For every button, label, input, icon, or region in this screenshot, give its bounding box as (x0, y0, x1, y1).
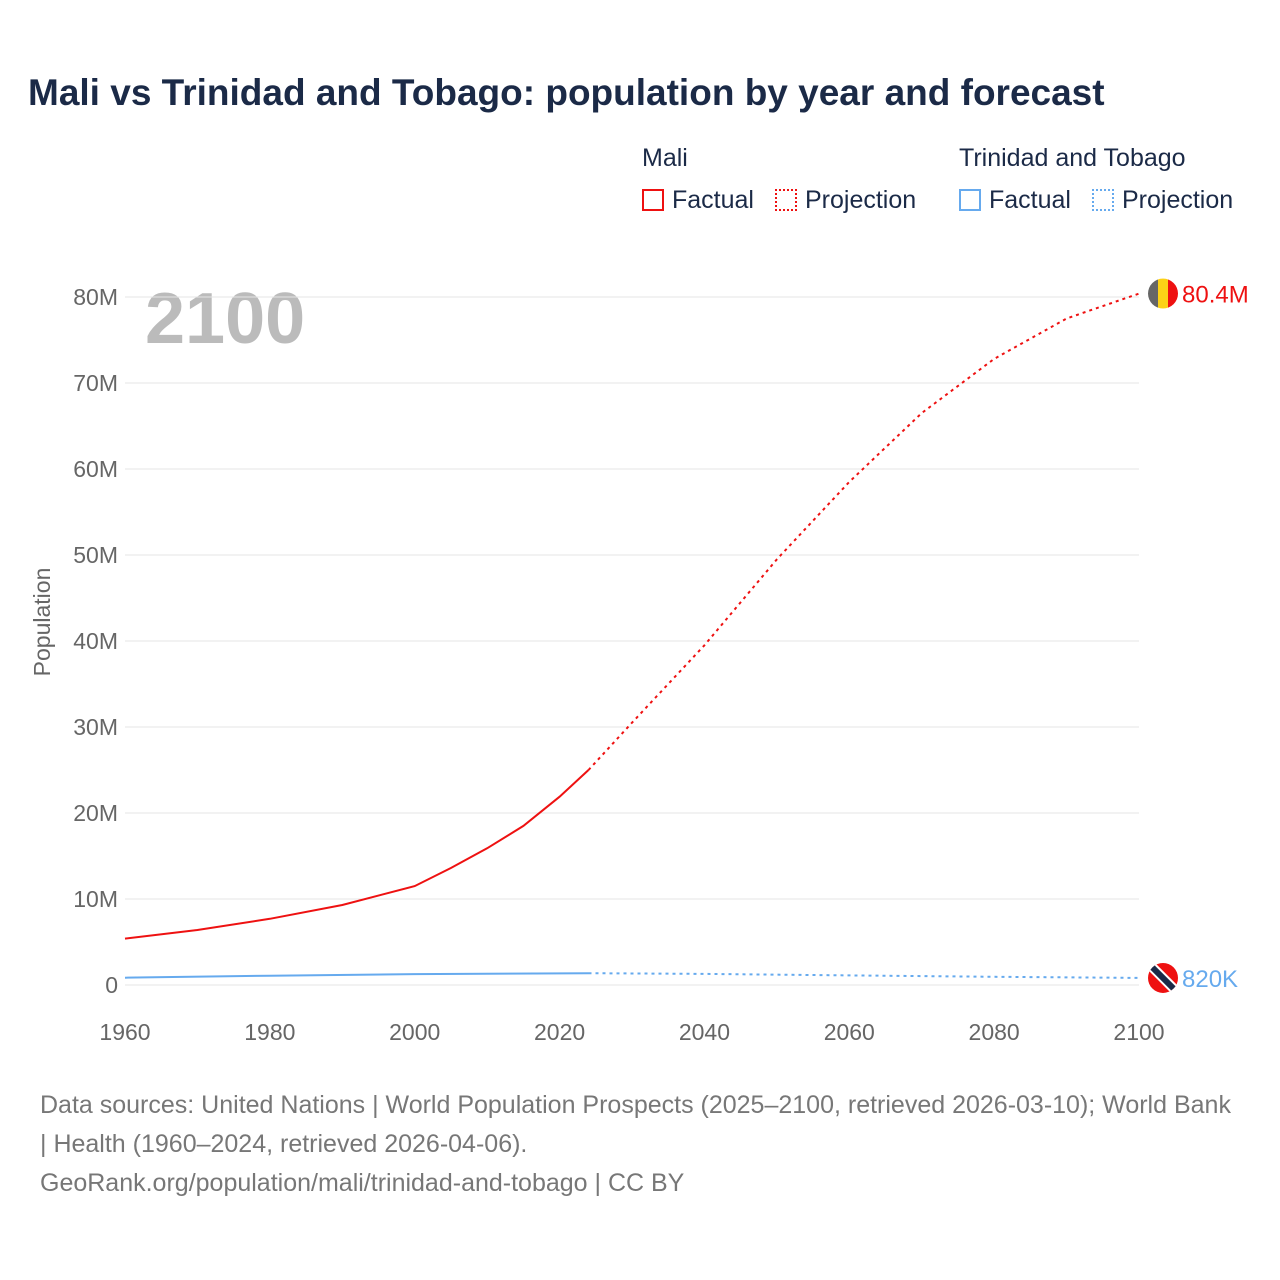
trinidad-flag-icon (1148, 962, 1178, 993)
flag-stripe (1168, 278, 1178, 309)
series-mali-factual (124, 769, 590, 940)
swatch-solid-icon (959, 189, 981, 211)
legend-label: Factual (989, 186, 1071, 214)
y-tick-label: 60M (73, 456, 118, 482)
x-tick-label: 2080 (969, 1019, 1020, 1045)
y-tick-label: 20M (73, 800, 118, 826)
end-value-label: 820K (1182, 966, 1238, 993)
y-tick-label: 50M (73, 542, 118, 568)
x-tick-label: 2060 (824, 1019, 875, 1045)
y-tick-label: 80M (73, 284, 118, 310)
flag-stripe (1148, 963, 1178, 993)
y-tick-label: 40M (73, 628, 118, 654)
legend-group-mali-title: Mali (642, 144, 688, 172)
y-tick-label: 30M (73, 714, 118, 740)
swatch-dotted-icon (775, 189, 797, 211)
x-tick-label: 2100 (1113, 1019, 1164, 1045)
y-tick-label: 0 (105, 972, 118, 998)
x-tick-label: 2000 (389, 1019, 440, 1045)
series-trinidad-factual (124, 972, 589, 979)
legend-tt-factual[interactable]: Factual (959, 186, 1071, 215)
end-value-label: 80.4M (1182, 282, 1249, 309)
x-tick-label: 2020 (534, 1019, 585, 1045)
series-mali-projection (587, 292, 1140, 771)
y-axis-label: Population (29, 568, 55, 677)
legend-tt-projection[interactable]: Projection (1092, 186, 1233, 215)
legend-label: Projection (805, 186, 917, 214)
series-trinidad-projection (588, 972, 1140, 979)
swatch-solid-icon (642, 189, 664, 211)
year-watermark: 2100 (145, 279, 305, 359)
legend-mali-factual[interactable]: Factual (642, 186, 754, 215)
x-tick-label: 1960 (99, 1019, 150, 1045)
data-sources: Data sources: United Nations | World Pop… (40, 1091, 1231, 1158)
mali-flag-icon (1148, 278, 1178, 309)
x-tick-label: 2040 (679, 1019, 730, 1045)
flag-stripe (1158, 278, 1168, 309)
chart-title: Mali vs Trinidad and Tobago: population … (28, 72, 1105, 113)
y-tick-label: 70M (73, 370, 118, 396)
y-tick-label: 10M (73, 886, 118, 912)
legend-mali-projection[interactable]: Projection (775, 186, 916, 215)
source-link[interactable]: GeoRank.org/population/mali/trinidad-and… (40, 1169, 685, 1197)
legend-label: Projection (1122, 186, 1234, 214)
legend-label: Factual (672, 186, 754, 214)
flag-stripe (1148, 278, 1158, 309)
footer: Data sources: United Nations | World Pop… (40, 1086, 1240, 1203)
legend-group-tt-title: Trinidad and Tobago (959, 144, 1186, 172)
swatch-dotted-icon (1092, 189, 1114, 211)
x-tick-label: 1980 (244, 1019, 295, 1045)
